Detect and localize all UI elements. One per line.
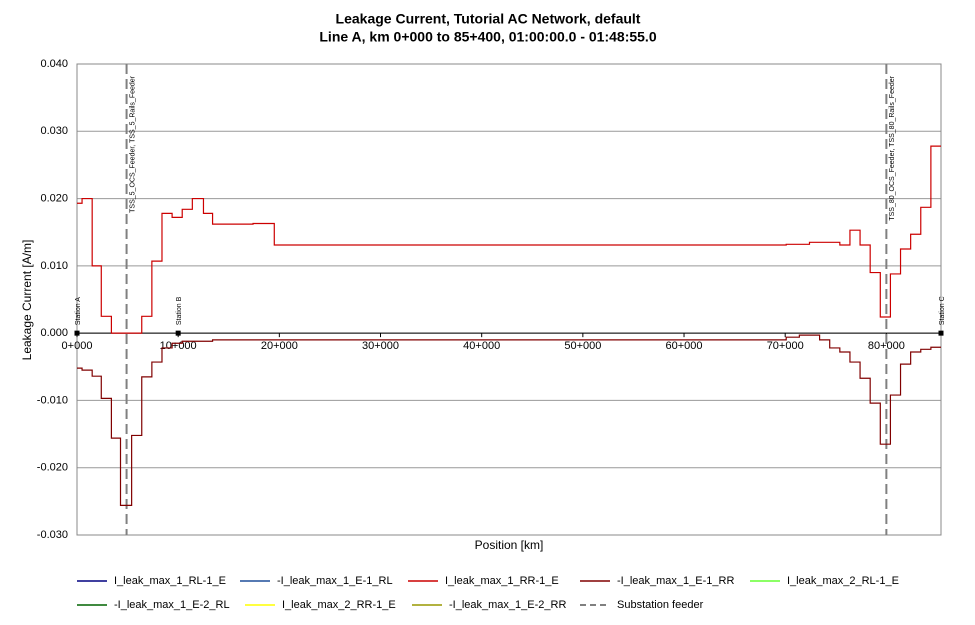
chart-subtitle: Line A, km 0+000 to 85+400, 01:00:00.0 -…	[319, 29, 656, 45]
x-tick-label: 50+000	[564, 340, 601, 352]
series-line	[77, 334, 941, 506]
y-tick-label: -0.010	[37, 394, 68, 406]
station-label: Station B	[176, 296, 183, 325]
y-axis-label: Leakage Current [A/m]	[20, 240, 34, 361]
legend-label: I_leak_max_2_RR-1_E	[282, 599, 396, 611]
x-tick-label: 80+000	[868, 340, 905, 352]
x-tick-label: 0+000	[62, 340, 93, 352]
legend-label: I_leak_max_1_RL-1_E	[114, 575, 226, 587]
y-tick-label: 0.030	[40, 125, 68, 137]
x-tick-label: 60+000	[666, 340, 703, 352]
legend-label: -I_leak_max_1_E-1_RL	[277, 575, 393, 587]
x-tick-label: 40+000	[463, 340, 500, 352]
y-tick-label: 0.000	[40, 327, 68, 339]
legend-label: -I_leak_max_1_E-2_RR	[449, 599, 566, 611]
legend-label: I_leak_max_1_RR-1_E	[445, 575, 559, 587]
x-tick-label: 20+000	[261, 340, 298, 352]
chart-title: Leakage Current, Tutorial AC Network, de…	[336, 11, 641, 27]
y-tick-label: -0.030	[37, 529, 68, 541]
y-tick-label: 0.020	[40, 192, 68, 204]
x-tick-label: 10+000	[160, 340, 197, 352]
plot-frame	[76, 63, 942, 536]
station-marker	[175, 330, 181, 336]
legend-label: -I_leak_max_1_E-2_RL	[114, 599, 230, 611]
x-axis-label: Position [km]	[475, 538, 544, 552]
y-tick-label: 0.010	[40, 260, 68, 272]
station-marker	[938, 330, 944, 336]
station-label: Station A	[75, 297, 82, 325]
x-tick-label: 70+000	[767, 340, 804, 352]
x-tick-label: 30+000	[362, 340, 399, 352]
legend-label: I_leak_max_2_RL-1_E	[787, 575, 899, 587]
station-label: Station C	[939, 296, 946, 325]
feeder-label: TSS_80_OCS_Feeder, TSS_80_Rails_Feeder	[889, 75, 896, 220]
feeder-label: TSS_5_OCS_Feeder, TSS_5_Rails_Feeder	[129, 75, 136, 213]
y-tick-label: -0.020	[37, 462, 68, 474]
y-tick-label: 0.040	[40, 58, 68, 70]
series-line	[77, 145, 941, 334]
station-marker	[74, 330, 80, 336]
legend-label: -I_leak_max_1_E-1_RR	[617, 575, 734, 587]
legend-label: Substation feeder	[617, 599, 704, 611]
